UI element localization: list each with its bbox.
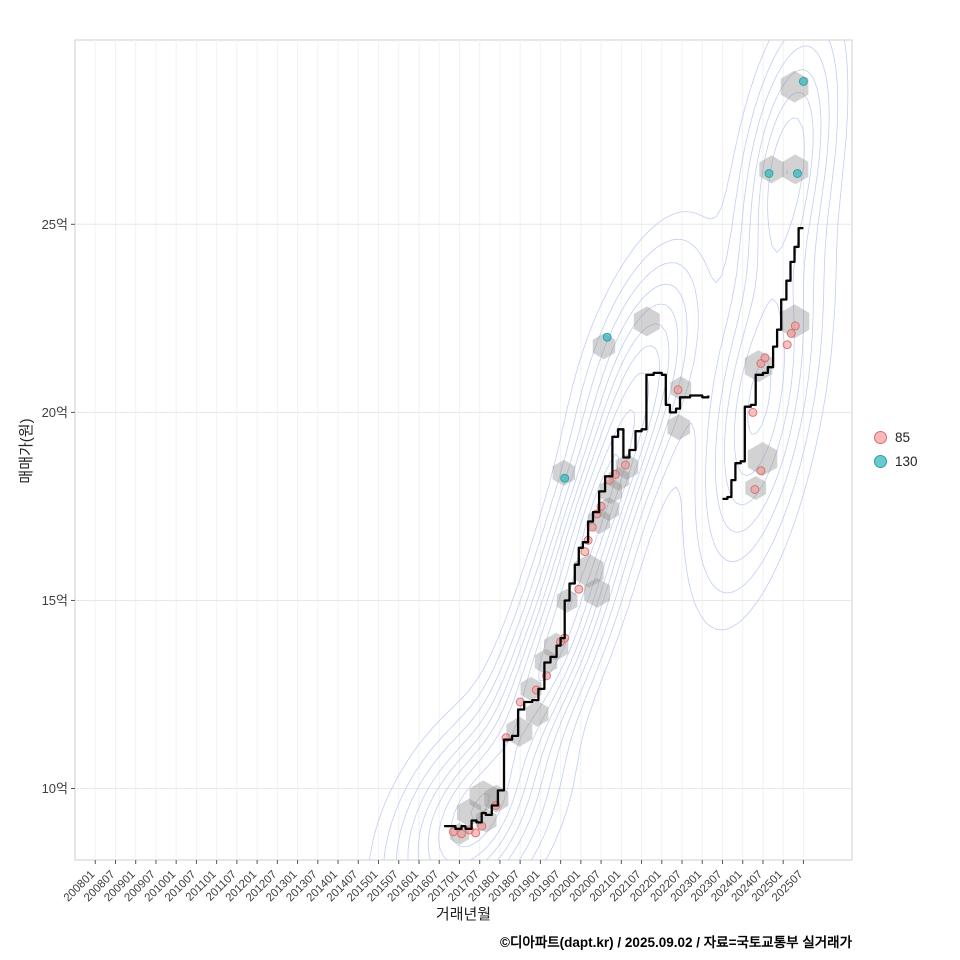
y-axis-title: 매매가(원): [18, 418, 35, 484]
legend-point-130-icon: [874, 455, 887, 468]
hexbin-cell: [782, 154, 809, 185]
legend: 85 130: [874, 430, 918, 469]
plot-panel: [74, 39, 853, 861]
data-point-85: [620, 460, 630, 470]
hexbin-cell: [525, 700, 549, 727]
hexbin-cell: [747, 442, 778, 476]
data-point-85: [673, 385, 683, 395]
data-point-85: [782, 340, 792, 350]
data-point-85: [574, 584, 584, 594]
data-point-85: [756, 466, 766, 476]
y-tick-label: 10억: [42, 781, 68, 796]
scatter-series-130: [560, 76, 808, 483]
legend-label-130: 130: [895, 454, 918, 469]
hexbin-cell: [574, 553, 604, 588]
y-tick-label: 20억: [42, 405, 68, 420]
hexbin-cell: [469, 780, 498, 813]
legend-item-130: 130: [874, 454, 918, 469]
data-point-130: [798, 76, 808, 86]
y-tick-label: 25억: [42, 217, 68, 232]
data-point-130: [560, 473, 570, 483]
y-tick-label: 15억: [42, 593, 68, 608]
data-point-85: [786, 328, 796, 338]
data-point-130: [764, 169, 774, 178]
hexbin-cell: [584, 577, 610, 608]
legend-point-85-icon: [874, 431, 887, 444]
data-point-85: [748, 407, 758, 417]
hexbin-cell: [667, 414, 691, 441]
data-point-85: [750, 485, 760, 494]
scatter-series-85: [448, 321, 800, 839]
data-point-85: [587, 522, 597, 532]
data-point-130: [792, 169, 802, 178]
data-point-85: [471, 828, 481, 838]
data-point-130: [602, 332, 612, 342]
hexbin-cell: [552, 459, 576, 486]
data-point-85: [790, 321, 800, 331]
source-caption: ©디아파트(dapt.kr) / 2025.09.02 / 자료=국토교통부 실…: [500, 935, 852, 950]
data-point-85: [515, 697, 525, 707]
hexbin-cell: [520, 676, 542, 701]
data-point-85: [457, 829, 466, 839]
hexbin-cell: [633, 306, 660, 337]
data-point-85: [580, 547, 590, 557]
hexbin-cell: [484, 784, 509, 813]
legend-label-85: 85: [895, 430, 911, 445]
hexbin-cell: [779, 304, 810, 339]
legend-item-85: 85: [874, 430, 918, 445]
price-trend-line: [444, 371, 710, 830]
hexbin-cell: [759, 155, 784, 184]
x-axis-title: 거래년월: [435, 906, 492, 923]
data-point-85: [760, 353, 770, 363]
price-trend-line: [722, 226, 804, 501]
